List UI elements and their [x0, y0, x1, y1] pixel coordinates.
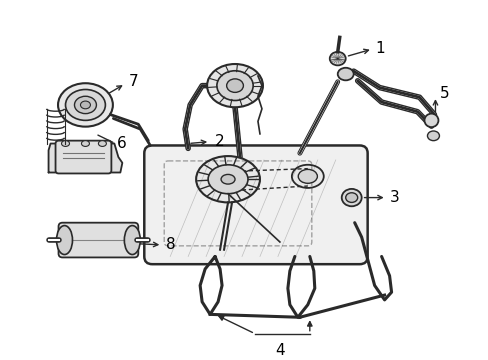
Ellipse shape	[337, 68, 353, 80]
Text: 3: 3	[389, 190, 399, 205]
Text: 8: 8	[166, 237, 176, 252]
Ellipse shape	[341, 189, 361, 206]
Text: 2: 2	[215, 134, 224, 149]
Ellipse shape	[345, 193, 357, 202]
Ellipse shape	[208, 165, 247, 194]
Ellipse shape	[74, 96, 96, 114]
FancyBboxPatch shape	[144, 145, 367, 264]
Ellipse shape	[58, 83, 113, 127]
Ellipse shape	[298, 170, 317, 183]
Ellipse shape	[57, 226, 72, 255]
Text: 7: 7	[128, 74, 138, 89]
FancyBboxPatch shape	[56, 141, 111, 174]
Ellipse shape	[221, 175, 235, 184]
Text: 6: 6	[117, 136, 127, 151]
Ellipse shape	[291, 165, 323, 188]
Ellipse shape	[226, 79, 243, 93]
Ellipse shape	[207, 64, 263, 107]
Ellipse shape	[196, 156, 260, 202]
Ellipse shape	[329, 52, 345, 66]
Ellipse shape	[98, 141, 106, 147]
Text: 1: 1	[375, 41, 385, 57]
Ellipse shape	[424, 114, 438, 127]
Text: 5: 5	[439, 86, 448, 101]
Ellipse shape	[124, 226, 140, 255]
Ellipse shape	[81, 141, 89, 147]
Text: 4: 4	[275, 343, 284, 358]
Ellipse shape	[217, 71, 253, 100]
Polygon shape	[48, 144, 122, 172]
Ellipse shape	[65, 90, 105, 120]
Ellipse shape	[427, 131, 439, 141]
Ellipse shape	[81, 101, 90, 109]
FancyBboxPatch shape	[59, 223, 138, 257]
Ellipse shape	[61, 141, 69, 147]
